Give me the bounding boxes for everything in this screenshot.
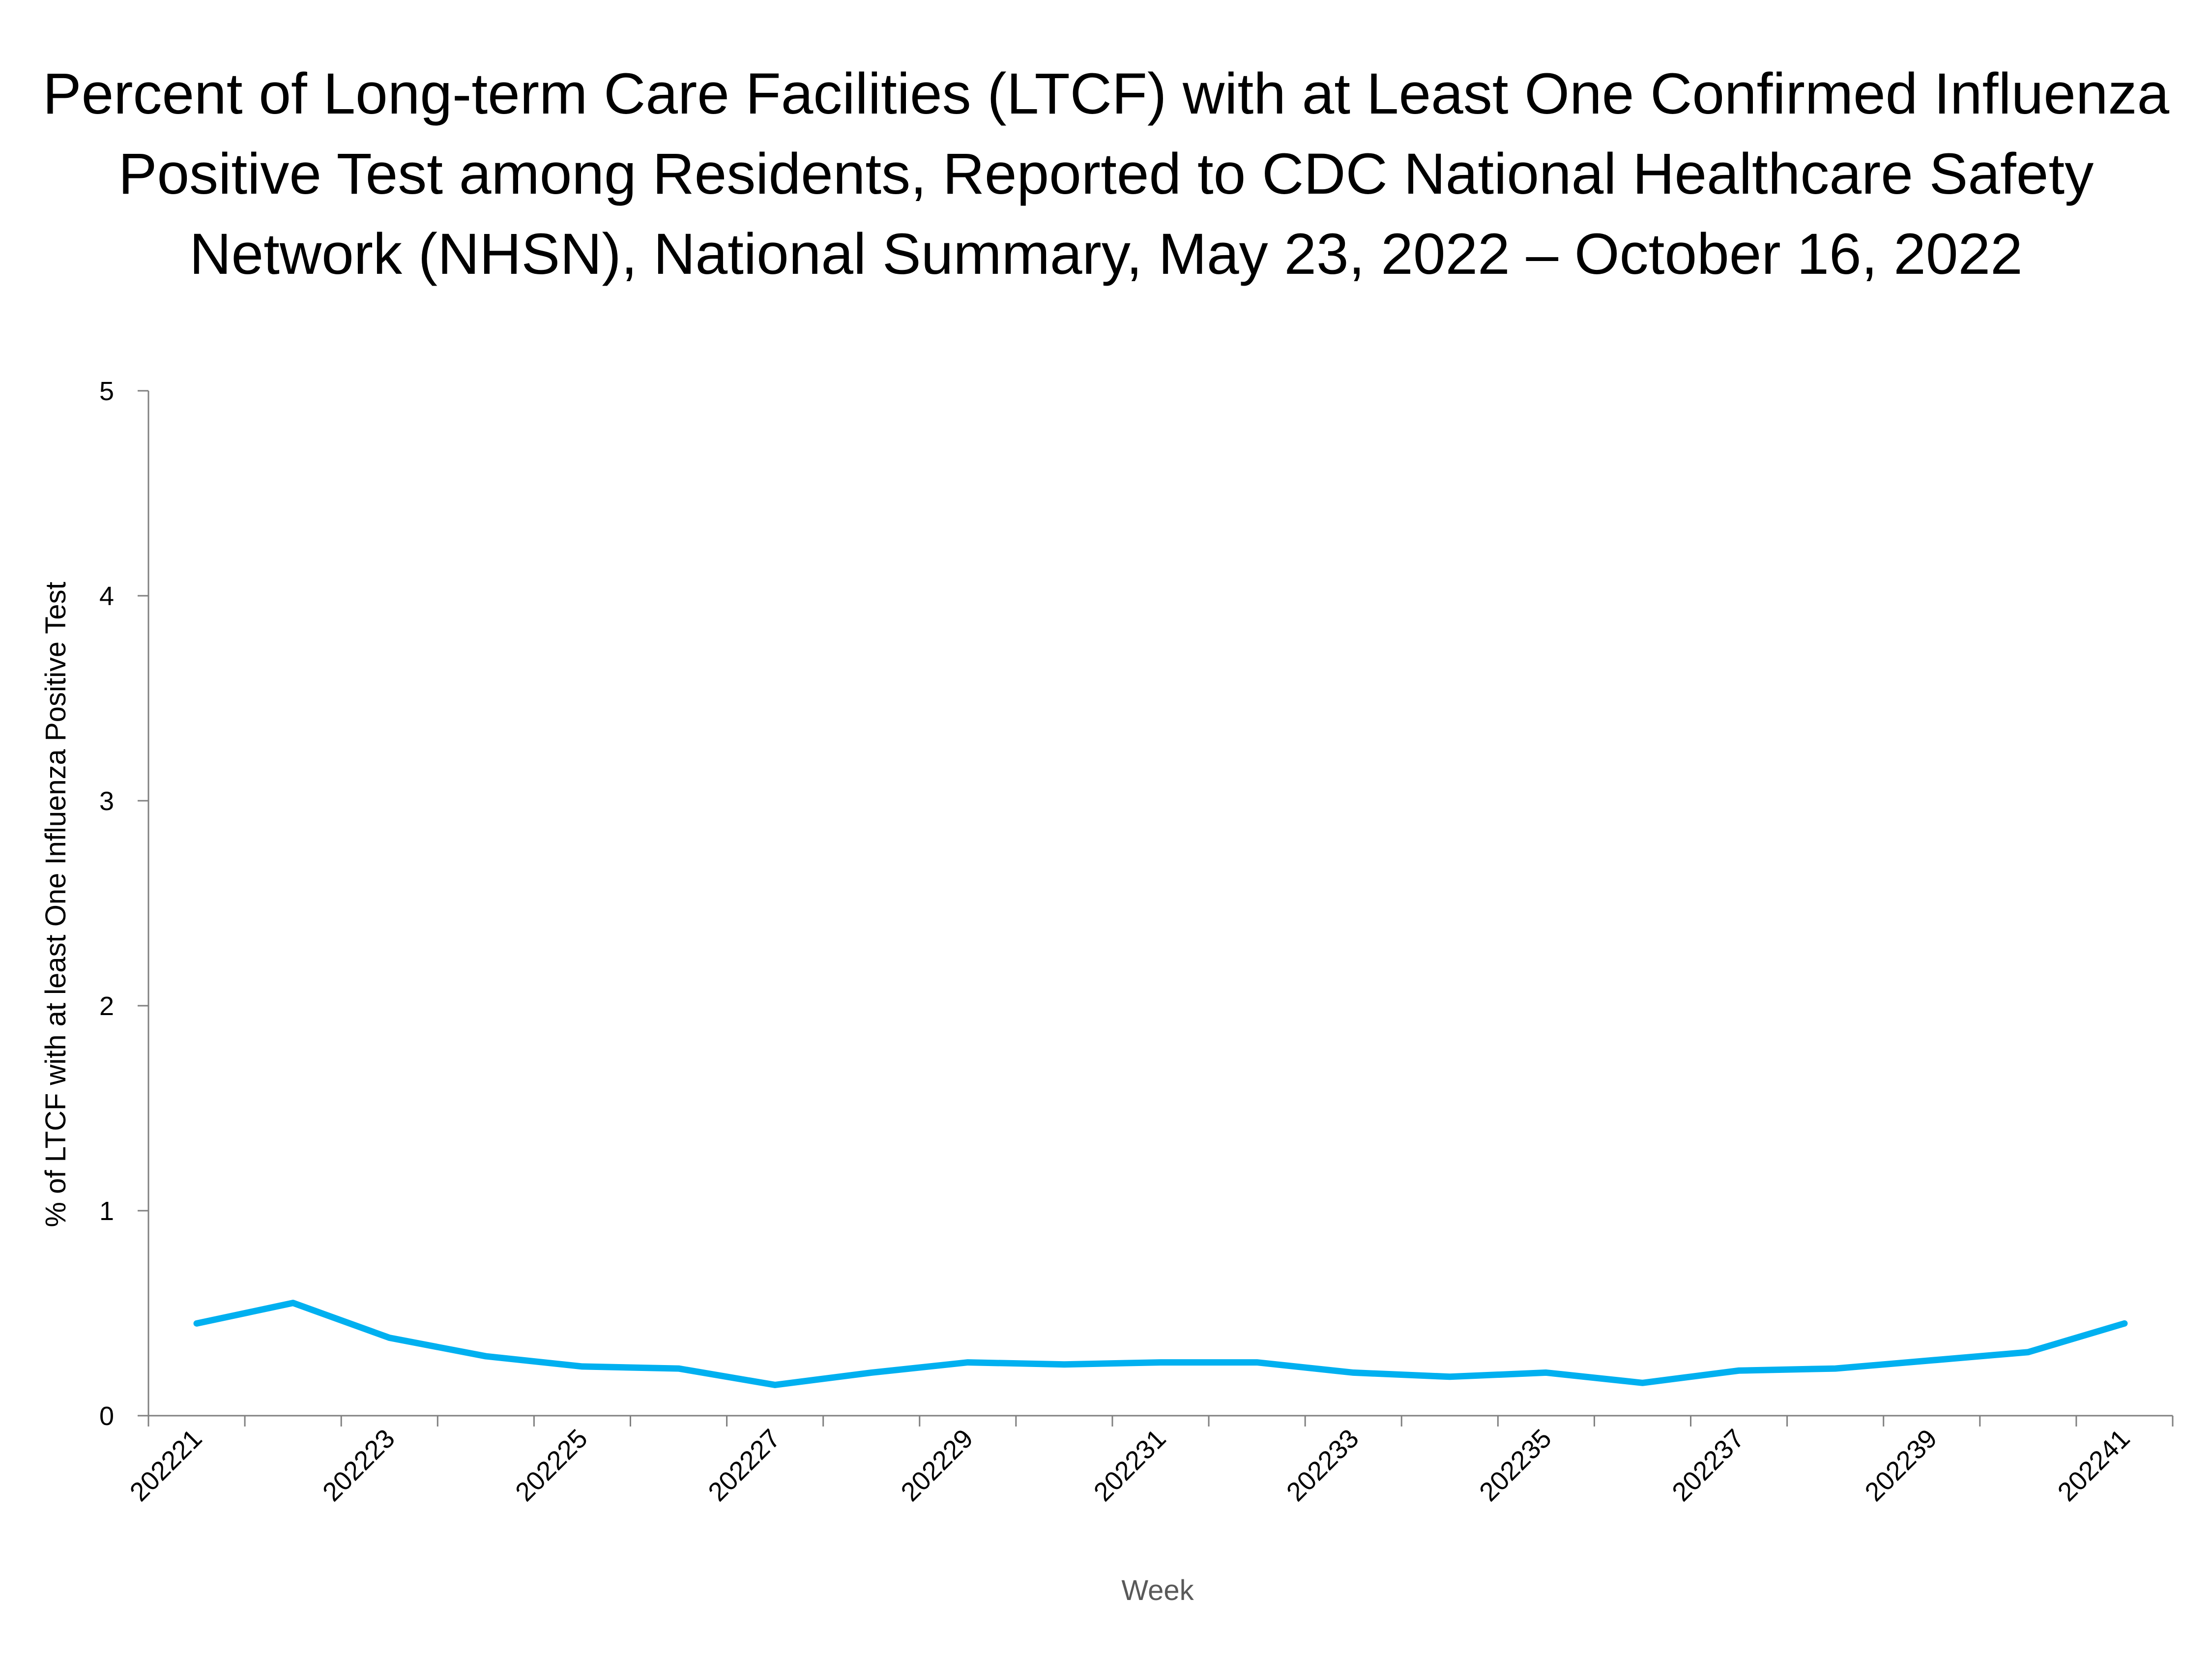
x-tick-label: 202229: [895, 1424, 979, 1507]
chart-title-line-1: Percent of Long-term Care Facilities (LT…: [42, 61, 2170, 126]
y-axis-title: % of LTCF with at least One Influenza Po…: [40, 582, 72, 1227]
x-tick-label: 202239: [1859, 1424, 1943, 1507]
x-tick-label: 202225: [510, 1424, 593, 1507]
y-tick-label: 4: [99, 582, 114, 611]
series-line: [193, 1300, 2128, 1388]
y-tick-label: 2: [99, 991, 114, 1021]
y-tick-label: 3: [99, 786, 114, 816]
chart-title-line-2: Positive Test among Residents, Reported …: [118, 142, 2094, 206]
chart-title-line-3: Network (NHSN), National Summary, May 23…: [189, 222, 2023, 287]
x-tick-label: 202235: [1474, 1424, 1557, 1507]
data-point: [871, 1372, 872, 1373]
x-tick-label: 202233: [1281, 1424, 1365, 1507]
data-point: [1353, 1372, 1354, 1373]
x-tick-label: 202241: [2052, 1424, 2136, 1507]
data-point: [2124, 1323, 2125, 1324]
chart-axes: [147, 391, 2173, 1417]
x-tick-label: 202227: [702, 1424, 786, 1507]
series-group: [193, 1300, 2128, 1388]
data-point: [967, 1362, 968, 1363]
x-tick-label: 202223: [317, 1424, 401, 1507]
y-tick-label: 1: [99, 1196, 114, 1226]
x-tick-label: 202231: [1088, 1424, 1172, 1507]
y-ticks: 0 1 2 3 4 5: [99, 377, 148, 1431]
x-tick-label: 202237: [1666, 1424, 1750, 1507]
data-point: [678, 1368, 679, 1369]
y-tick-label: 5: [99, 377, 114, 406]
y-tick-label: 0: [99, 1401, 114, 1431]
chart-title: Percent of Long-term Care Facilities (LT…: [0, 54, 2212, 294]
data-point: [1931, 1360, 1932, 1361]
x-axis-title: Week: [1121, 1574, 1194, 1606]
x-ticks: 202221 202223 202225 202227 202229 202231 2022…: [124, 1416, 2174, 1507]
x-tick-label: 202221: [124, 1424, 208, 1507]
